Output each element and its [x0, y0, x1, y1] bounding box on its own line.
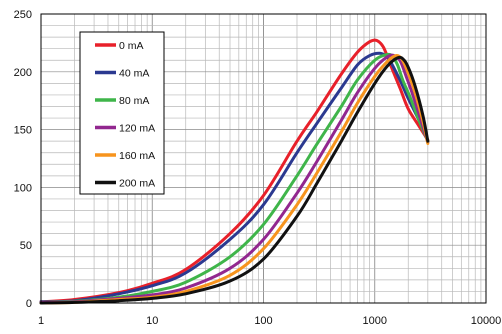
x-tick-label: 100 [254, 315, 272, 327]
y-tick-label: 250 [14, 9, 32, 21]
x-tick-label: 1000 [363, 315, 387, 327]
plot-frame [40, 13, 487, 304]
y-tick-label: 200 [14, 67, 32, 79]
y-tick-label: 100 [14, 182, 32, 194]
y-tick-label: 0 [26, 298, 32, 310]
legend-label: 40 mA [119, 68, 149, 80]
series-line-120-mA [39, 53, 430, 304]
x-tick-label: 10 [146, 315, 158, 327]
x-tick-label: 1 [38, 315, 44, 327]
legend-label: 200 mA [119, 178, 155, 190]
legend-box [79, 31, 165, 195]
y-tick-label: 50 [20, 240, 32, 252]
series-layer [39, 38, 430, 305]
legend: 0 mA 40 mA 80 mA 120 mA 160 mA 200 mA [79, 31, 165, 195]
legend-label: 160 mA [119, 150, 155, 162]
legend-label: 80 mA [119, 95, 149, 107]
series-line-200-mA [39, 55, 430, 305]
y-tick-label: 150 [14, 125, 32, 137]
series-line-80-mA [39, 52, 430, 304]
series-line-40-mA [39, 51, 430, 304]
legend-label: 120 mA [119, 123, 155, 135]
x-tick-label: 10000 [471, 315, 502, 327]
tick-layer: 1 10 100 1000 10000 0 50 100 150 200 250 [14, 9, 502, 327]
legend-label: 0 mA [119, 40, 144, 52]
legend-items: 0 mA 40 mA 80 mA 120 mA 160 mA 200 mA [95, 40, 155, 190]
series-line-0-mA [39, 38, 430, 304]
